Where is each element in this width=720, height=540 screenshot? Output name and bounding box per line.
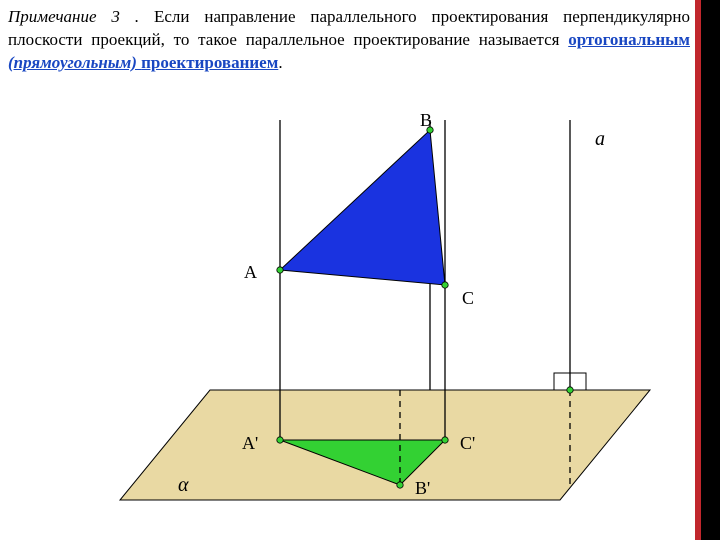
vertex-A bbox=[277, 267, 283, 273]
label-Cp: C' bbox=[460, 433, 475, 454]
label-Bp: B' bbox=[415, 478, 430, 499]
vertex-Cp bbox=[442, 437, 448, 443]
term-projection[interactable]: проектированием bbox=[141, 53, 278, 72]
diagram-svg bbox=[0, 90, 695, 540]
original-triangle bbox=[280, 130, 445, 285]
vertex-Ap bbox=[277, 437, 283, 443]
vertex-ab bbox=[567, 387, 573, 393]
vertex-Bp bbox=[397, 482, 403, 488]
note-paragraph: Примечание 3 . Если направление параллел… bbox=[8, 6, 690, 75]
term-rectangular[interactable]: (прямоугольным) bbox=[8, 53, 141, 72]
projection-diagram: B a A C A' C' B' α bbox=[0, 90, 695, 540]
label-A: A bbox=[244, 262, 257, 283]
term-orthogonal[interactable]: ортогональным bbox=[568, 30, 690, 49]
right-black-strip bbox=[701, 0, 720, 540]
label-Ap: A' bbox=[242, 433, 258, 454]
vertex-C bbox=[442, 282, 448, 288]
note-period: . bbox=[278, 53, 282, 72]
label-C: C bbox=[462, 288, 474, 309]
note-prefix: Примечание 3 . bbox=[8, 7, 139, 26]
label-a: a bbox=[595, 128, 605, 151]
label-B: B bbox=[420, 110, 432, 131]
label-alpha: α bbox=[178, 474, 189, 497]
